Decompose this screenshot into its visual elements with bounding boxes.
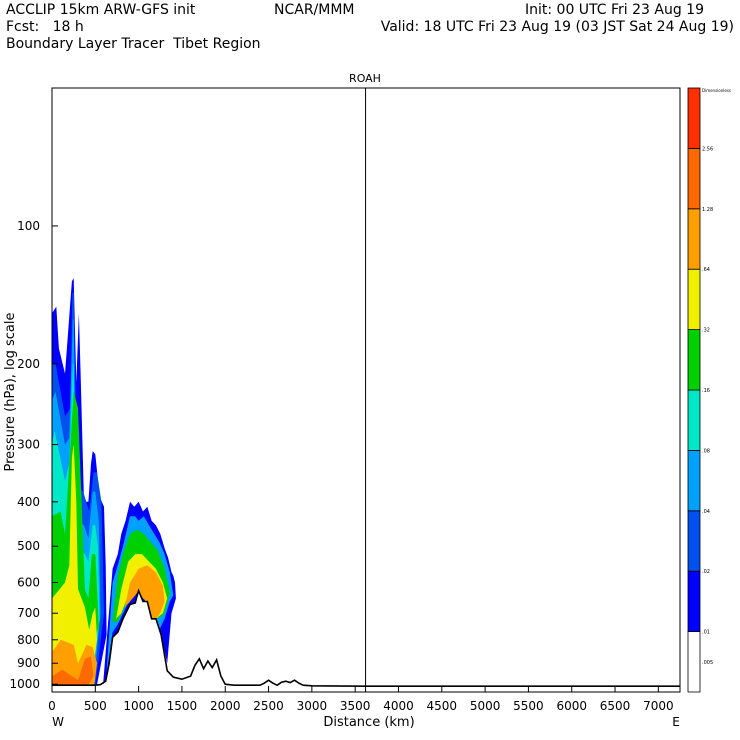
x-tick-label: 500 bbox=[84, 699, 107, 713]
x-tick-label: 3500 bbox=[340, 699, 371, 713]
colorbar-swatch bbox=[687, 208, 701, 270]
y-tick-label: 300 bbox=[17, 438, 40, 452]
y-tick-label: 800 bbox=[17, 633, 40, 647]
colorbar-swatch bbox=[687, 631, 701, 693]
x-tick-label: 6000 bbox=[556, 699, 587, 713]
tracer-plume-12 bbox=[124, 565, 165, 619]
y-tick-label: 900 bbox=[17, 656, 40, 670]
header-valid: Valid: 18 UTC Fri 23 Aug 19 (03 JST Sat … bbox=[380, 19, 734, 35]
x-tick-label: 2000 bbox=[210, 699, 241, 713]
tracer-plumes bbox=[52, 278, 176, 685]
x-tick-label: 1000 bbox=[123, 699, 154, 713]
y-axis: 100 200 300 400 500 600 700 800 900 1000 bbox=[9, 219, 58, 691]
colorbar-swatch bbox=[687, 329, 701, 391]
x-tick-label: 6500 bbox=[600, 699, 631, 713]
tracer-plume-5 bbox=[52, 444, 97, 685]
x-tick-label: 2500 bbox=[253, 699, 284, 713]
y-tick-label: 400 bbox=[17, 495, 40, 509]
colorbar-swatch bbox=[687, 389, 701, 451]
colorbar-label: Dimensionless bbox=[702, 88, 731, 93]
x-tick-label: 7000 bbox=[643, 699, 674, 713]
colorbar-label: .02 bbox=[702, 569, 710, 575]
colorbar-label: .32 bbox=[702, 328, 710, 334]
colorbar-label: .64 bbox=[702, 267, 710, 273]
header-fcst: Fcst: 18 h bbox=[6, 19, 84, 35]
x-axis-label: Distance (km) bbox=[323, 715, 414, 730]
x-tick-label: 4000 bbox=[383, 699, 414, 713]
colorbar-label: .08 bbox=[702, 448, 710, 454]
y-tick-label: 200 bbox=[17, 357, 40, 371]
plot-frame bbox=[51, 87, 681, 693]
colorbar-swatch bbox=[687, 147, 701, 210]
y-axis-label: Pressure (hPa), log scale bbox=[3, 313, 18, 472]
colorbar-label: .16 bbox=[702, 388, 710, 394]
header-org: NCAR/MMM bbox=[274, 2, 355, 18]
colorbar-label: .01 bbox=[702, 630, 710, 636]
x-tick-label: 5500 bbox=[513, 699, 544, 713]
terrain-surface-line bbox=[52, 588, 680, 687]
y-tick-label: 600 bbox=[17, 576, 40, 590]
colorbar-label: .005 bbox=[702, 660, 713, 666]
y-tick-label: 700 bbox=[17, 606, 40, 620]
tracer-plume-7 bbox=[52, 656, 94, 685]
colorbar-label: .04 bbox=[702, 509, 710, 515]
x-tick-label: 5000 bbox=[470, 699, 501, 713]
header-model: ACCLIP 15km ARW-GFS init bbox=[6, 2, 196, 18]
x-end-label: E bbox=[672, 715, 680, 729]
chart-title: ROAH bbox=[349, 72, 381, 85]
colorbar: .005 .01 .02 .04 .08 .16 .32 .64 1.28 2.56 Dimensi… bbox=[687, 87, 731, 693]
x-axis: 0 500 1000 1500 2000 2500 3000 3500 4000 4500 5000… bbox=[48, 686, 674, 713]
colorbar-swatch bbox=[687, 449, 701, 512]
x-tick-label: 3000 bbox=[297, 699, 328, 713]
y-tick-label: 1000 bbox=[9, 677, 40, 691]
y-tick-label: 500 bbox=[17, 539, 40, 553]
y-tick-label: 100 bbox=[17, 219, 40, 233]
x-tick-label: 0 bbox=[48, 699, 56, 713]
x-tick-label: 4500 bbox=[427, 699, 458, 713]
colorbar-label: 2.56 bbox=[702, 146, 713, 152]
x-start-label: W bbox=[52, 715, 64, 729]
colorbar-swatch bbox=[687, 87, 701, 149]
header-init: Init: 00 UTC Fri 23 Aug 19 bbox=[524, 2, 704, 18]
colorbar-label: 1.28 bbox=[702, 207, 713, 213]
colorbar-swatch bbox=[687, 510, 701, 572]
x-tick-label: 1500 bbox=[167, 699, 198, 713]
colorbar-swatch bbox=[687, 570, 701, 633]
colorbar-swatch bbox=[687, 268, 701, 331]
header-field: Boundary Layer Tracer Tibet Region bbox=[6, 36, 261, 52]
